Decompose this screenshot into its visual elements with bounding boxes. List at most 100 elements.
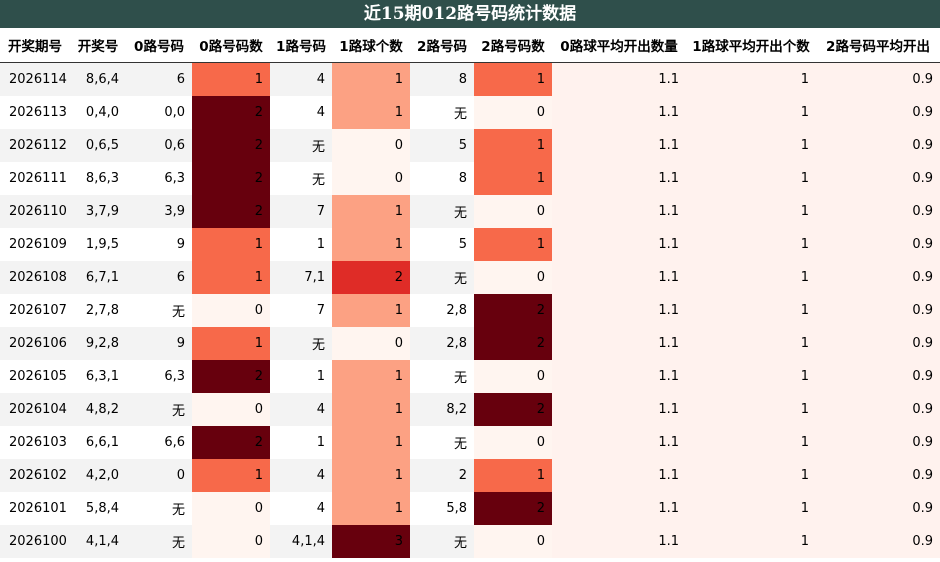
- cell-route2-count: 0: [474, 525, 552, 558]
- cell-route2-count: 0: [474, 261, 552, 294]
- cell-route1-average: 1: [686, 327, 816, 360]
- table-row: 2026113 0,4,0 0,0 2 4 1 无 0 1.1 1 0.9: [0, 96, 940, 129]
- cell-route1-count: 0: [332, 327, 410, 360]
- cell-draw: 4,8,2: [70, 393, 126, 426]
- cell-route1-count: 1: [332, 393, 410, 426]
- cell-draw: 6,7,1: [70, 261, 126, 294]
- cell-route2-count: 2: [474, 492, 552, 525]
- cell-draw: 8,6,3: [70, 162, 126, 195]
- cell-route2-numbers: 5: [410, 228, 474, 261]
- cell-issue: 2026112: [0, 129, 70, 162]
- cell-route2-count: 1: [474, 129, 552, 162]
- cell-draw: 2,7,8: [70, 294, 126, 327]
- cell-route2-numbers: 8: [410, 162, 474, 195]
- cell-issue: 2026113: [0, 96, 70, 129]
- cell-route0-numbers: 无: [126, 525, 192, 558]
- cell-route1-count: 1: [332, 96, 410, 129]
- cell-route1-count: 2: [332, 261, 410, 294]
- cell-route0-numbers: 0,0: [126, 96, 192, 129]
- cell-route0-count: 0: [192, 393, 270, 426]
- cell-route1-count: 1: [332, 294, 410, 327]
- cell-route0-count: 2: [192, 195, 270, 228]
- table-row: 2026105 6,3,1 6,3 2 1 1 无 0 1.1 1 0.9: [0, 360, 940, 393]
- cell-issue: 2026106: [0, 327, 70, 360]
- header-route1-average: 1路球平均开出个数: [686, 28, 816, 63]
- cell-route2-average: 0.9: [816, 294, 940, 327]
- cell-route0-numbers: 6: [126, 62, 192, 96]
- header-draw: 开奖号: [70, 28, 126, 63]
- cell-route1-numbers: 4: [270, 492, 332, 525]
- cell-route2-average: 0.9: [816, 96, 940, 129]
- cell-route2-count: 0: [474, 426, 552, 459]
- cell-issue: 2026110: [0, 195, 70, 228]
- header-route0-average: 0路球平均开出数量: [552, 28, 686, 63]
- cell-route1-numbers: 4: [270, 96, 332, 129]
- cell-route2-numbers: 无: [410, 360, 474, 393]
- header-route1: 1路号码: [270, 28, 332, 63]
- table-row: 2026103 6,6,1 6,6 2 1 1 无 0 1.1 1 0.9: [0, 426, 940, 459]
- cell-route0-count: 1: [192, 459, 270, 492]
- cell-route2-average: 0.9: [816, 492, 940, 525]
- header-route2: 2路号码: [410, 28, 474, 63]
- cell-route2-average: 0.9: [816, 162, 940, 195]
- header-route2-average: 2路号码平均开出: [816, 28, 940, 63]
- cell-route2-average: 0.9: [816, 195, 940, 228]
- cell-draw: 4,2,0: [70, 459, 126, 492]
- cell-route0-numbers: 9: [126, 327, 192, 360]
- cell-issue: 2026100: [0, 525, 70, 558]
- cell-route0-count: 2: [192, 426, 270, 459]
- cell-route0-average: 1.1: [552, 492, 686, 525]
- cell-route0-count: 1: [192, 327, 270, 360]
- cell-draw: 8,6,4: [70, 62, 126, 96]
- cell-route2-count: 1: [474, 162, 552, 195]
- cell-route2-count: 0: [474, 360, 552, 393]
- cell-route2-average: 0.9: [816, 228, 940, 261]
- table-row: 2026102 4,2,0 0 1 4 1 2 1 1.1 1 0.9: [0, 459, 940, 492]
- cell-issue: 2026105: [0, 360, 70, 393]
- cell-route1-numbers: 7,1: [270, 261, 332, 294]
- cell-draw: 0,6,5: [70, 129, 126, 162]
- cell-route0-average: 1.1: [552, 129, 686, 162]
- cell-route2-count: 1: [474, 62, 552, 96]
- cell-issue: 2026103: [0, 426, 70, 459]
- cell-route0-count: 2: [192, 162, 270, 195]
- table-row: 2026112 0,6,5 0,6 2 无 0 5 1 1.1 1 0.9: [0, 129, 940, 162]
- table-title: 近15期012路号码统计数据: [0, 0, 940, 28]
- cell-draw: 4,1,4: [70, 525, 126, 558]
- cell-issue: 2026109: [0, 228, 70, 261]
- cell-route1-count: 3: [332, 525, 410, 558]
- table-body: 2026114 8,6,4 6 1 4 1 8 1 1.1 1 0.9 2026113 0,4,0 0,0…: [0, 62, 940, 558]
- cell-route0-average: 1.1: [552, 327, 686, 360]
- table-row: 2026101 5,8,4 无 0 4 1 5,8 2 1.1 1 0.9: [0, 492, 940, 525]
- cell-route2-average: 0.9: [816, 327, 940, 360]
- cell-route0-count: 1: [192, 261, 270, 294]
- header-route1-count: 1路球个数: [332, 28, 410, 63]
- cell-route2-average: 0.9: [816, 393, 940, 426]
- cell-route2-numbers: 无: [410, 426, 474, 459]
- cell-draw: 6,3,1: [70, 360, 126, 393]
- cell-route0-average: 1.1: [552, 459, 686, 492]
- cell-route2-average: 0.9: [816, 525, 940, 558]
- cell-route0-average: 1.1: [552, 261, 686, 294]
- cell-route1-count: 1: [332, 228, 410, 261]
- table-row: 2026109 1,9,5 9 1 1 1 5 1 1.1 1 0.9: [0, 228, 940, 261]
- cell-route2-numbers: 5,8: [410, 492, 474, 525]
- cell-route0-count: 0: [192, 492, 270, 525]
- cell-route2-count: 2: [474, 327, 552, 360]
- cell-route0-count: 0: [192, 294, 270, 327]
- cell-route2-numbers: 8,2: [410, 393, 474, 426]
- cell-route2-numbers: 无: [410, 525, 474, 558]
- cell-route0-average: 1.1: [552, 426, 686, 459]
- cell-route1-numbers: 1: [270, 228, 332, 261]
- cell-route2-average: 0.9: [816, 360, 940, 393]
- cell-route1-count: 1: [332, 195, 410, 228]
- cell-route2-average: 0.9: [816, 261, 940, 294]
- cell-route0-average: 1.1: [552, 228, 686, 261]
- cell-route1-average: 1: [686, 195, 816, 228]
- header-route2-count: 2路号码数: [474, 28, 552, 63]
- cell-draw: 1,9,5: [70, 228, 126, 261]
- cell-route2-numbers: 2,8: [410, 327, 474, 360]
- cell-route1-numbers: 4: [270, 62, 332, 96]
- cell-route2-average: 0.9: [816, 426, 940, 459]
- cell-route1-average: 1: [686, 96, 816, 129]
